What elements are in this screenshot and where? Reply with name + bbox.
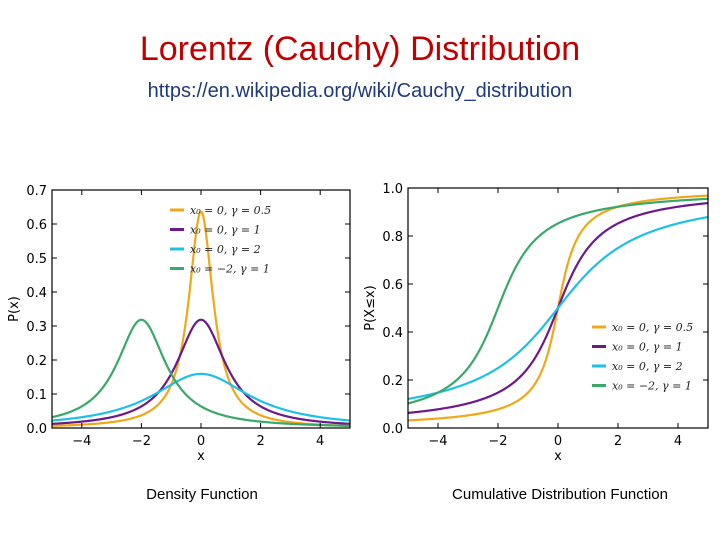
pdf-xtick-label: −2 xyxy=(132,434,151,449)
cdf-curve-series-3 xyxy=(408,197,708,405)
pdf-xtick-label: 2 xyxy=(256,434,264,449)
pdf-legend-entry: x₀ = −2, γ = 1 xyxy=(190,263,270,276)
pdf-curve-series-1 xyxy=(52,318,350,425)
source-url: https://en.wikipedia.org/wiki/Cauchy_dis… xyxy=(147,80,573,102)
pdf-ytick-label: 0.5 xyxy=(26,252,47,267)
cdf-xtick-label: −4 xyxy=(428,434,447,449)
cdf-legend-entry: x₀ = −2, γ = 1 xyxy=(612,380,692,393)
cdf-chart: −4 −2 0 2 4 0.0 0.2 0.4 0.6 0.8 1.0 x P(X≤x) x₀ = 0, … xyxy=(360,170,720,470)
cdf-chart-svg: −4 −2 0 2 4 0.0 0.2 0.4 0.6 0.8 1.0 x P(X≤x) x₀ = 0, … xyxy=(363,182,709,464)
pdf-curve-series-2 xyxy=(52,372,350,422)
cdf-xtick-label: 0 xyxy=(554,434,562,449)
pdf-ytick-label: 0.6 xyxy=(26,218,47,233)
cdf-ytick-label: 0.0 xyxy=(382,422,403,437)
cdf-x-axis-label: x xyxy=(554,449,562,464)
pdf-ytick-label: 0.4 xyxy=(26,286,47,301)
density-chart-svg: −4 −2 0 2 4 0.0 0.1 0.2 0.3 0.4 0.5 0.6 0.7 x P(x) x₀ =… xyxy=(7,184,351,464)
pdf-curve-series-3 xyxy=(52,318,350,427)
cdf-y-axis-label: P(X≤x) xyxy=(363,285,378,330)
pdf-legend-entry: x₀ = 0, γ = 2 xyxy=(190,243,261,256)
pdf-y-axis-label: P(x) xyxy=(7,296,22,322)
cdf-ytick-label: 0.4 xyxy=(382,326,403,341)
cdf-curve-series-2 xyxy=(408,215,708,401)
pdf-legend: x₀ = 0, γ = 0.5 x₀ = 0, γ = 1 x₀ = 0, γ = … xyxy=(170,204,271,276)
cdf-ytick-label: 1.0 xyxy=(382,182,403,197)
pdf-legend-entry: x₀ = 0, γ = 1 xyxy=(190,224,261,237)
cdf-legend-entry: x₀ = 0, γ = 1 xyxy=(612,341,683,354)
cdf-ytick-label: 0.8 xyxy=(382,230,403,245)
slide-title: Lorentz (Cauchy) Distribution xyxy=(139,30,581,68)
cdf-ytick-label: 0.6 xyxy=(382,278,403,293)
cdf-legend: x₀ = 0, γ = 0.5 x₀ = 0, γ = 1 x₀ = 0, γ = … xyxy=(592,321,693,393)
cdf-xtick-label: 4 xyxy=(674,434,682,449)
pdf-legend-entry: x₀ = 0, γ = 0.5 xyxy=(190,204,271,217)
cdf-xtick-label: −2 xyxy=(488,434,507,449)
density-chart: −4 −2 0 2 4 0.0 0.1 0.2 0.3 0.4 0.5 0.6 0.7 x P(x) x₀ =… xyxy=(0,170,360,470)
cdf-legend-entry: x₀ = 0, γ = 0.5 xyxy=(612,321,693,334)
pdf-ytick-label: 0.0 xyxy=(26,422,47,437)
pdf-x-axis-label: x xyxy=(197,449,205,464)
density-caption: Density Function xyxy=(146,486,258,503)
pdf-xtick-label: 4 xyxy=(316,434,324,449)
pdf-ytick-label: 0.7 xyxy=(26,184,47,199)
cdf-ytick-label: 0.2 xyxy=(382,374,403,389)
pdf-xtick-label: 0 xyxy=(197,434,205,449)
pdf-ytick-label: 0.3 xyxy=(26,320,47,335)
cdf-legend-entry: x₀ = 0, γ = 2 xyxy=(612,360,683,373)
pdf-xtick-label: −4 xyxy=(72,434,91,449)
cdf-caption: Cumulative Distribution Function xyxy=(452,486,668,503)
cdf-xtick-label: 2 xyxy=(614,434,622,449)
pdf-ytick-label: 0.1 xyxy=(26,388,47,403)
pdf-ytick-label: 0.2 xyxy=(26,354,47,369)
